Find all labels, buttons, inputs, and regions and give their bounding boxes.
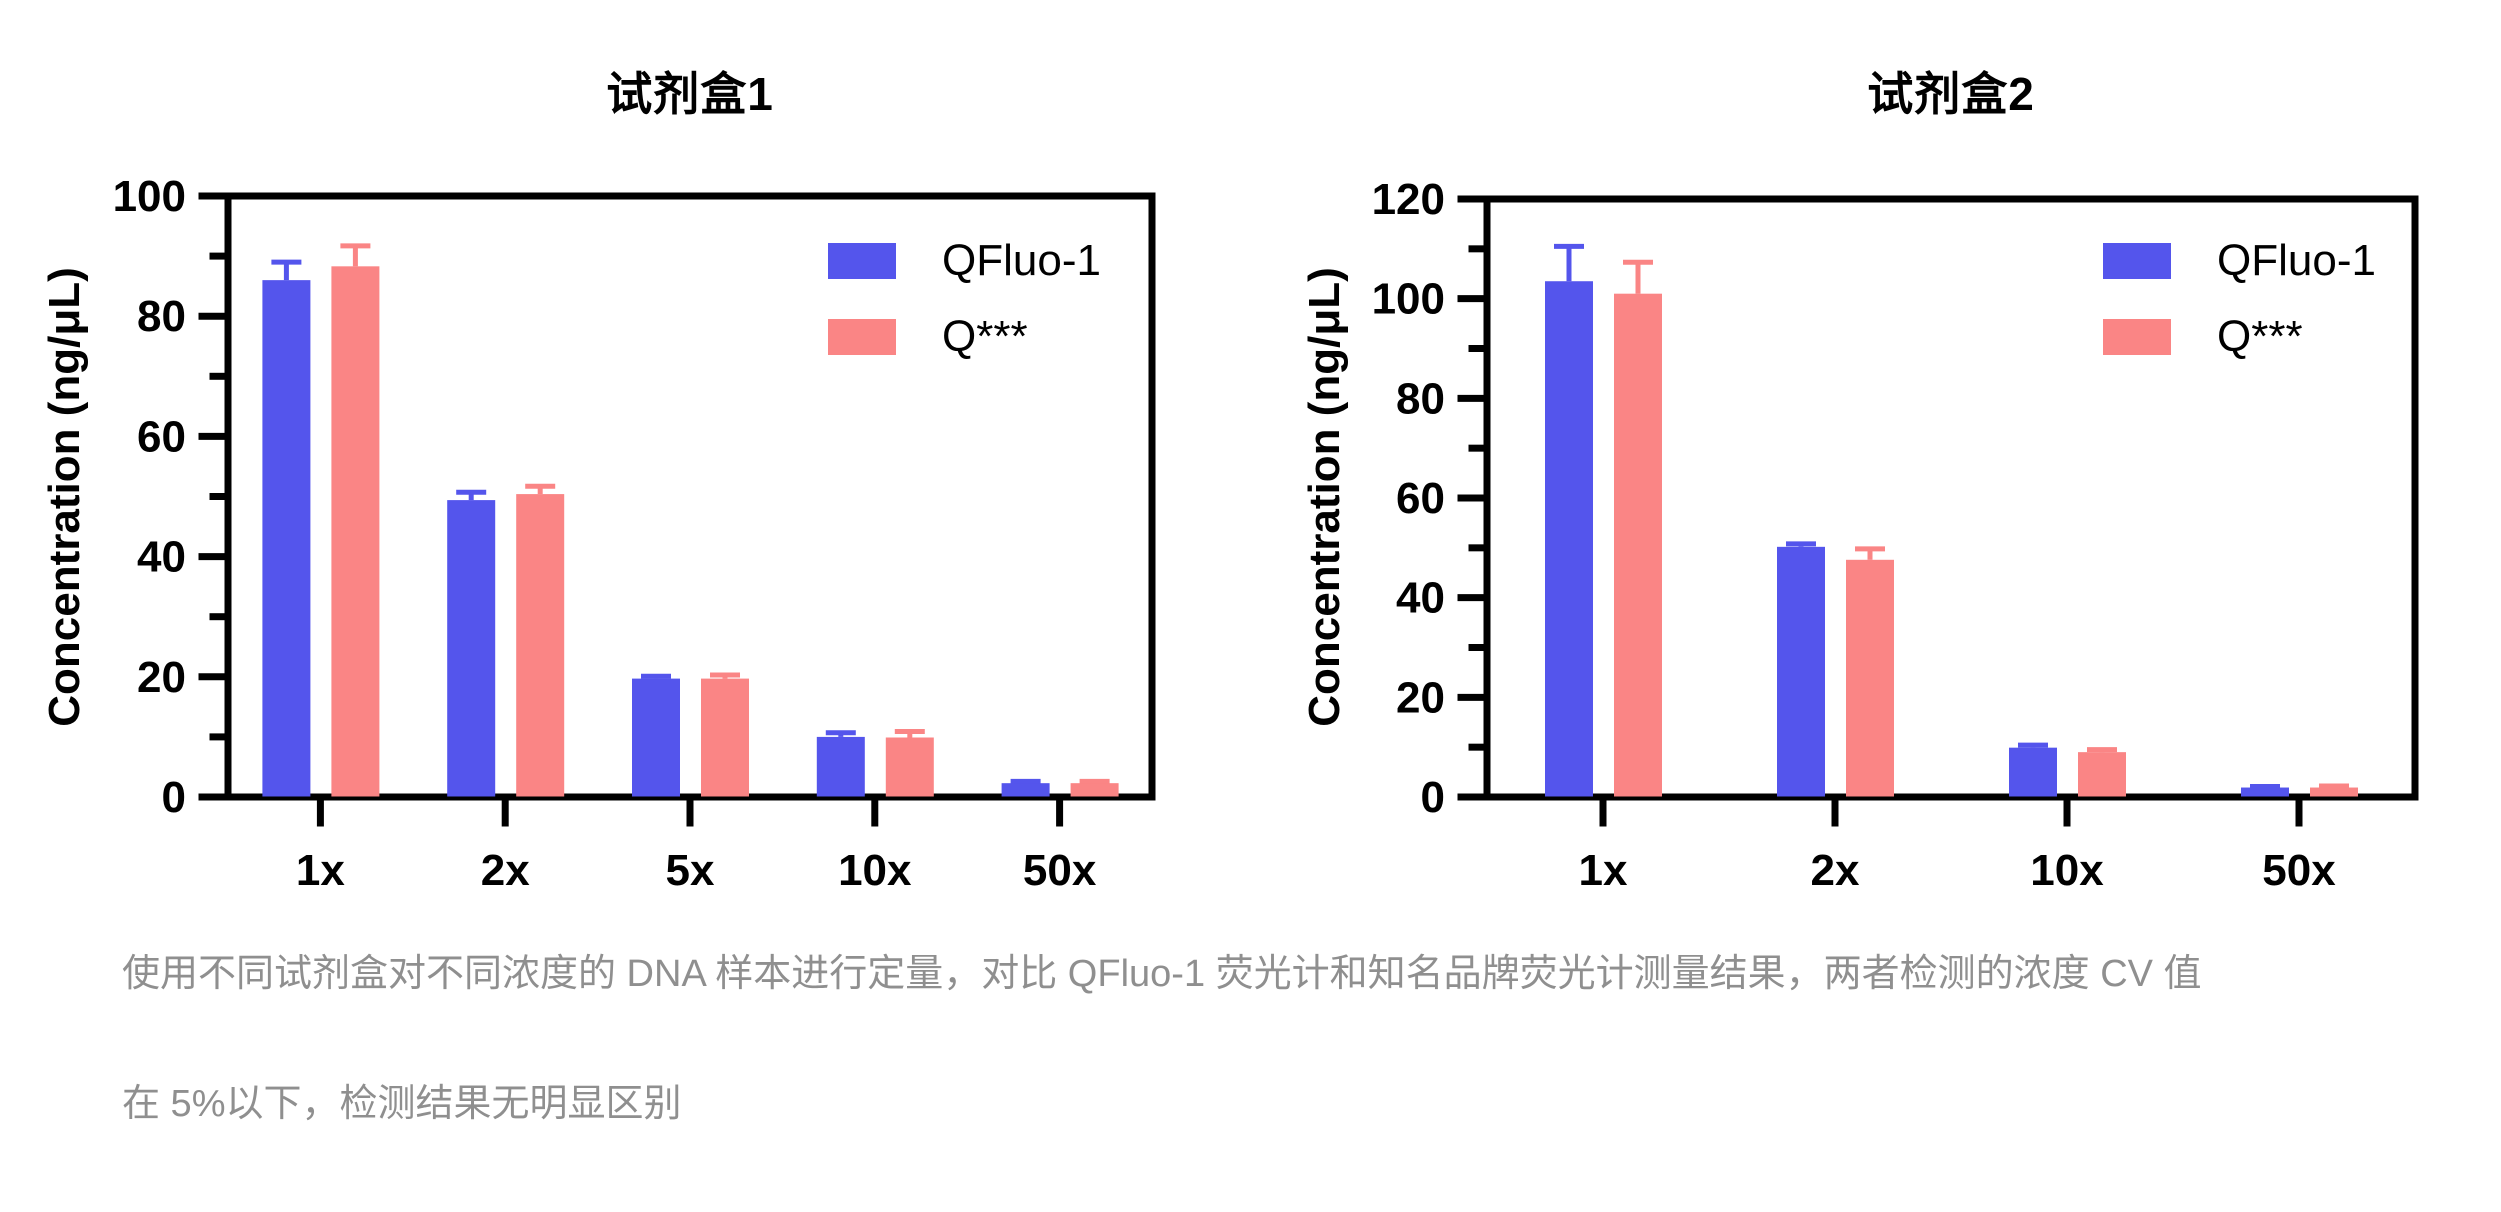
x-tick-label: 1x <box>1579 846 1628 895</box>
x-tick-label: 50x <box>2262 846 2336 895</box>
chart-kit2-title: 试剂盒2 <box>1867 68 2035 120</box>
chart-kit1-legend: QFluo-1 Q*** <box>828 236 1101 362</box>
x-tick-label: 2x <box>481 846 530 895</box>
bar-Q***-5x <box>701 678 749 797</box>
qfluo1-swatch-icon <box>828 243 896 279</box>
y-tick-label: 40 <box>1396 574 1445 623</box>
caption-line-2: 在 5%以下，检测结果无明显区别 <box>122 1083 682 1125</box>
chart-kit2-legend: QFluo-1 Q*** <box>2103 236 2376 362</box>
bar-Q***-50x <box>1070 783 1119 797</box>
x-tick-label: 50x <box>1023 846 1097 895</box>
bar-Q***-2x <box>516 494 565 797</box>
bar-QFluo-1-10x <box>2009 747 2057 797</box>
qstar-legend-label: Q*** <box>942 312 1028 361</box>
bar-Q***-10x <box>885 737 934 797</box>
y-tick-label: 60 <box>137 412 186 461</box>
plot-frame <box>224 192 1156 801</box>
bar-QFluo-1-2x <box>447 500 496 797</box>
qfluo1-legend-label: QFluo-1 <box>2217 236 2376 285</box>
bar-Q***-2x <box>1846 559 1894 797</box>
chart-kit1-title: 试剂盒1 <box>606 68 774 120</box>
x-tick-label: 5x <box>666 846 715 895</box>
qstar-swatch-icon <box>828 319 896 355</box>
bar-Q***-1x <box>1614 293 1662 797</box>
x-tick-label: 10x <box>2030 846 2104 895</box>
bar-Q***-50x <box>2310 787 2358 797</box>
y-tick-label: 100 <box>1372 275 1445 324</box>
legend-row-qstar: Q*** <box>2103 312 2376 362</box>
x-tick-label: 10x <box>838 846 912 895</box>
chart-kit1-plot: 0 20 40 60 80 100 1x 2x 5x 10x 50x <box>113 172 1156 895</box>
bar-QFluo-1-50x <box>1001 783 1050 797</box>
y-tick-label: 80 <box>137 292 186 341</box>
y-tick-label: 0 <box>1421 773 1445 822</box>
y-tick-label: 0 <box>162 773 186 822</box>
bar-Q***-10x <box>2078 752 2126 797</box>
y-tick-label: 100 <box>113 172 186 221</box>
bar-Q***-1x <box>331 266 380 797</box>
bar-QFluo-1-1x <box>1545 281 1593 797</box>
chart-kit2-plot: 0 20 40 60 80 100 120 1x 2x 10x 50x <box>1372 175 2419 895</box>
bar-QFluo-1-5x <box>632 678 680 797</box>
bar-QFluo-1-50x <box>2241 787 2289 797</box>
legend-row-qstar: Q*** <box>828 312 1101 362</box>
legend-row-qfluo1: QFluo-1 <box>2103 236 2376 286</box>
qfluo1-legend-label: QFluo-1 <box>942 236 1101 285</box>
y-tick-label: 80 <box>1396 374 1445 423</box>
bar-QFluo-1-1x <box>262 280 311 797</box>
y-tick-label: 20 <box>1396 673 1445 722</box>
x-tick-label: 1x <box>296 846 345 895</box>
y-tick-label: 20 <box>137 653 186 702</box>
caption-line-1: 使用不同试剂盒对不同浓度的 DNA 样本进行定量，对比 QFluo-1 荧光计和… <box>122 953 2202 995</box>
x-tick-label: 2x <box>1811 846 1860 895</box>
qstar-legend-label: Q*** <box>2217 312 2303 361</box>
y-tick-label: 40 <box>137 533 186 582</box>
bar-QFluo-1-10x <box>816 736 865 797</box>
chart-kit2: 试剂盒2 Concentration (ng/μL) 0 20 40 60 80 100 1… <box>1250 0 2500 905</box>
chart-kit1: 试剂盒1 Concentration (ng/μL) 0 20 40 60 80 100 1… <box>0 0 1250 905</box>
y-tick-label: 60 <box>1396 474 1445 523</box>
legend-row-qfluo1: QFluo-1 <box>828 236 1101 286</box>
qfluo1-swatch-icon <box>2103 243 2171 279</box>
qstar-swatch-icon <box>2103 319 2171 355</box>
y-tick-label: 120 <box>1372 175 1445 224</box>
plot-frame <box>1483 195 2419 801</box>
bar-QFluo-1-2x <box>1777 546 1825 797</box>
